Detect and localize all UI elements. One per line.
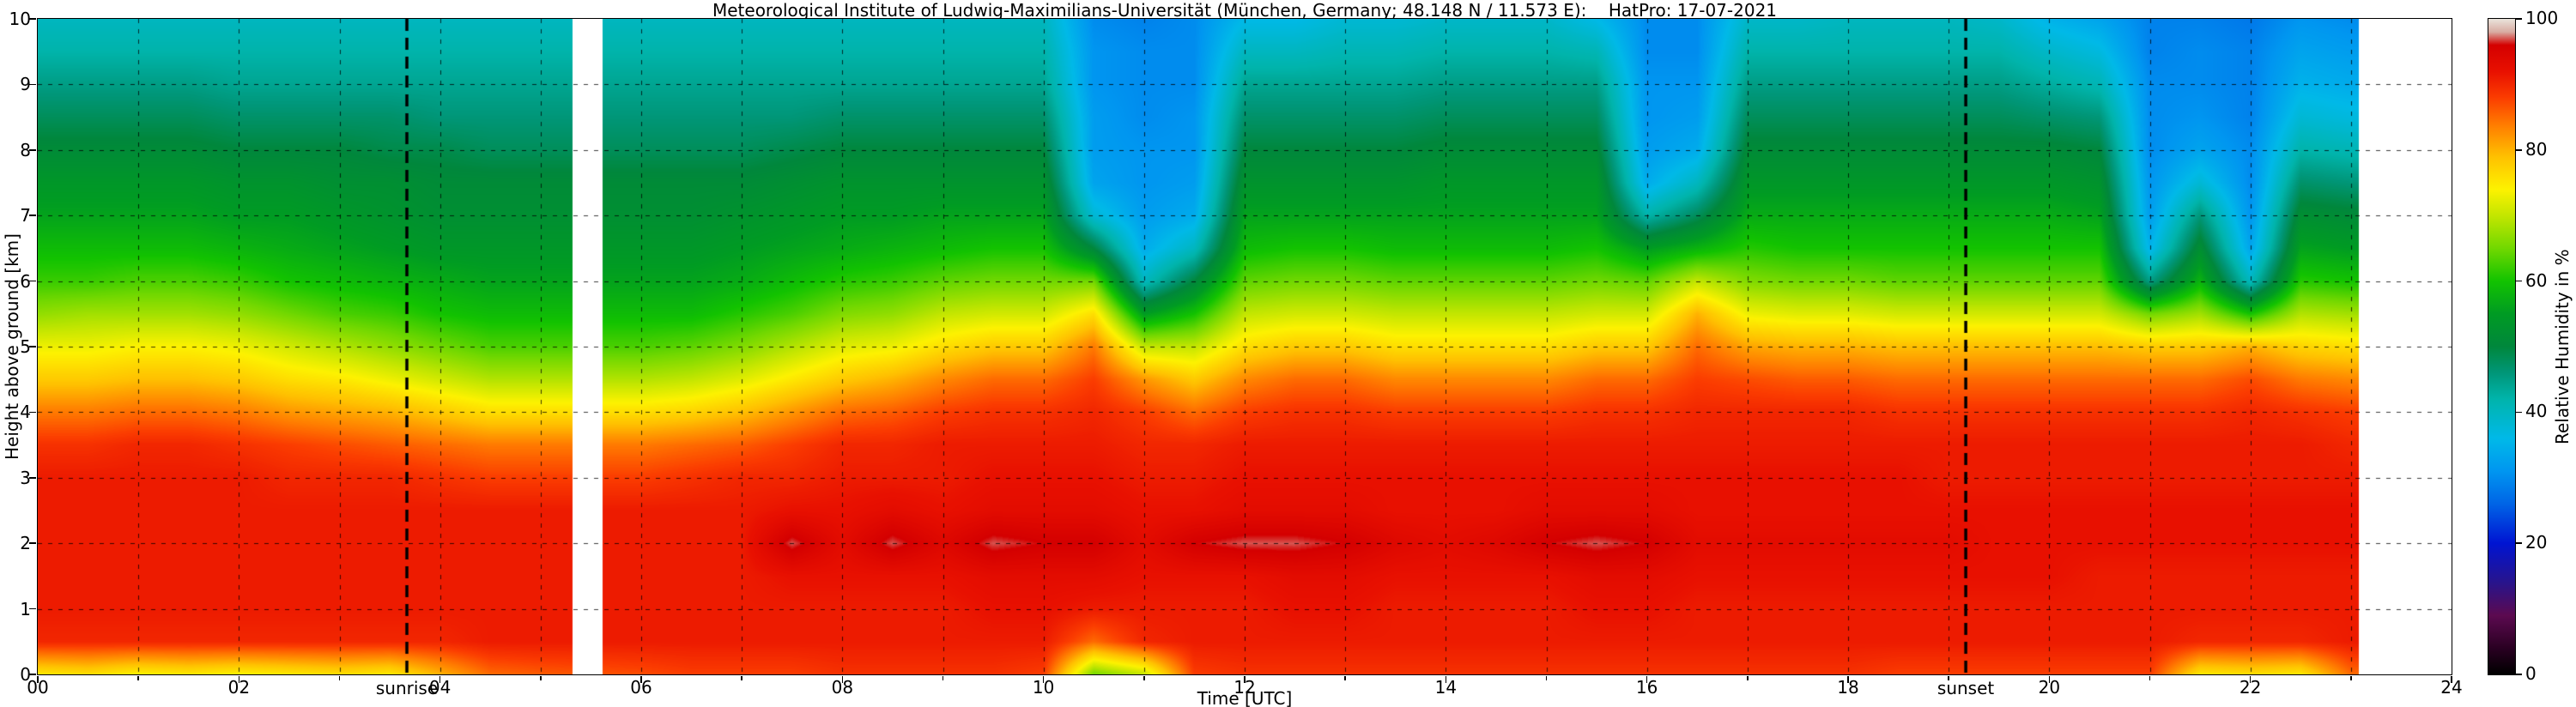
colorbar-tick-mark [2516, 542, 2522, 544]
colorbar-tick-label: 80 [2525, 138, 2548, 160]
x-tick-mark [439, 676, 441, 683]
y-tick-mark [29, 149, 36, 151]
colorbar-tick-label: 60 [2525, 269, 2548, 291]
sunrise-label: sunrise [375, 678, 439, 698]
y-tick-label: 3 [20, 467, 31, 488]
colorbar-tick-mark [2516, 674, 2522, 675]
x-tick-mark [2048, 676, 2051, 683]
colorbar-tick-label: 0 [2525, 663, 2537, 684]
y-tick-mark [29, 280, 36, 282]
x-tick-mark [1042, 676, 1045, 683]
y-tick-mark [29, 215, 36, 216]
y-tick-label: 9 [20, 74, 31, 95]
x-minor-tick-mark [942, 676, 944, 680]
x-minor-tick-mark [338, 676, 341, 680]
x-tick-mark [640, 676, 642, 683]
colorbar-tick-mark [2516, 149, 2522, 151]
x-tick-mark [238, 676, 240, 683]
y-tick-mark [29, 346, 36, 347]
colorbar-tick-mark [2516, 280, 2522, 282]
x-tick-mark [841, 676, 844, 683]
x-minor-tick-mark [2350, 676, 2352, 680]
y-tick-label: 5 [20, 336, 31, 357]
colorbar [2488, 18, 2516, 675]
x-minor-tick-mark [1747, 676, 1749, 680]
x-tick-mark [1445, 676, 1447, 683]
x-tick-mark [1646, 676, 1648, 683]
y-tick-mark [29, 542, 36, 544]
chart-title: Meteorological Institute of Ludwig-Maxim… [712, 0, 1778, 21]
x-axis-label: Time [UTC] [1197, 688, 1293, 707]
y-tick-label: 1 [20, 598, 31, 619]
x-minor-tick-mark [2149, 676, 2151, 680]
plot-area [37, 18, 2452, 675]
y-tick-label: 10 [9, 9, 31, 29]
x-minor-tick-mark [741, 676, 742, 680]
x-minor-tick-mark [1344, 676, 1346, 680]
x-minor-tick-mark [1948, 676, 1949, 680]
y-tick-label: 4 [20, 402, 31, 423]
colorbar-tick-mark [2516, 411, 2522, 414]
y-tick-label: 2 [20, 533, 31, 554]
y-tick-mark [29, 18, 36, 20]
y-tick-mark [29, 411, 36, 414]
x-minor-tick-mark [1545, 676, 1548, 680]
x-tick-mark [1244, 676, 1246, 683]
y-tick-mark [29, 477, 36, 479]
y-tick-mark [29, 607, 36, 610]
colorbar-tick-mark [2516, 18, 2522, 20]
x-tick-mark [37, 676, 39, 683]
x-tick-mark [2249, 676, 2252, 683]
x-minor-tick-mark [540, 676, 542, 680]
x-minor-tick-mark [1143, 676, 1145, 680]
colorbar-gradient [2488, 19, 2515, 674]
y-tick-label: 0 [20, 664, 31, 685]
colorbar-tick-label: 100 [2525, 8, 2559, 28]
colorbar-tick-label: 20 [2525, 532, 2548, 553]
y-tick-mark [29, 674, 36, 675]
x-minor-tick-mark [137, 676, 139, 680]
y-tick-label: 8 [20, 139, 31, 160]
y-tick-label: 6 [20, 270, 31, 292]
y-tick-label: 7 [20, 205, 31, 227]
y-tick-mark [29, 83, 36, 86]
sunset-label: sunset [1937, 678, 1995, 698]
x-tick-mark [2451, 676, 2452, 683]
colorbar-tick-label: 40 [2525, 401, 2548, 422]
colorbar-label: Relative Humidity in % [2552, 249, 2573, 444]
humidity-heatmap-canvas [38, 19, 2452, 674]
x-tick-mark [1847, 676, 1849, 683]
